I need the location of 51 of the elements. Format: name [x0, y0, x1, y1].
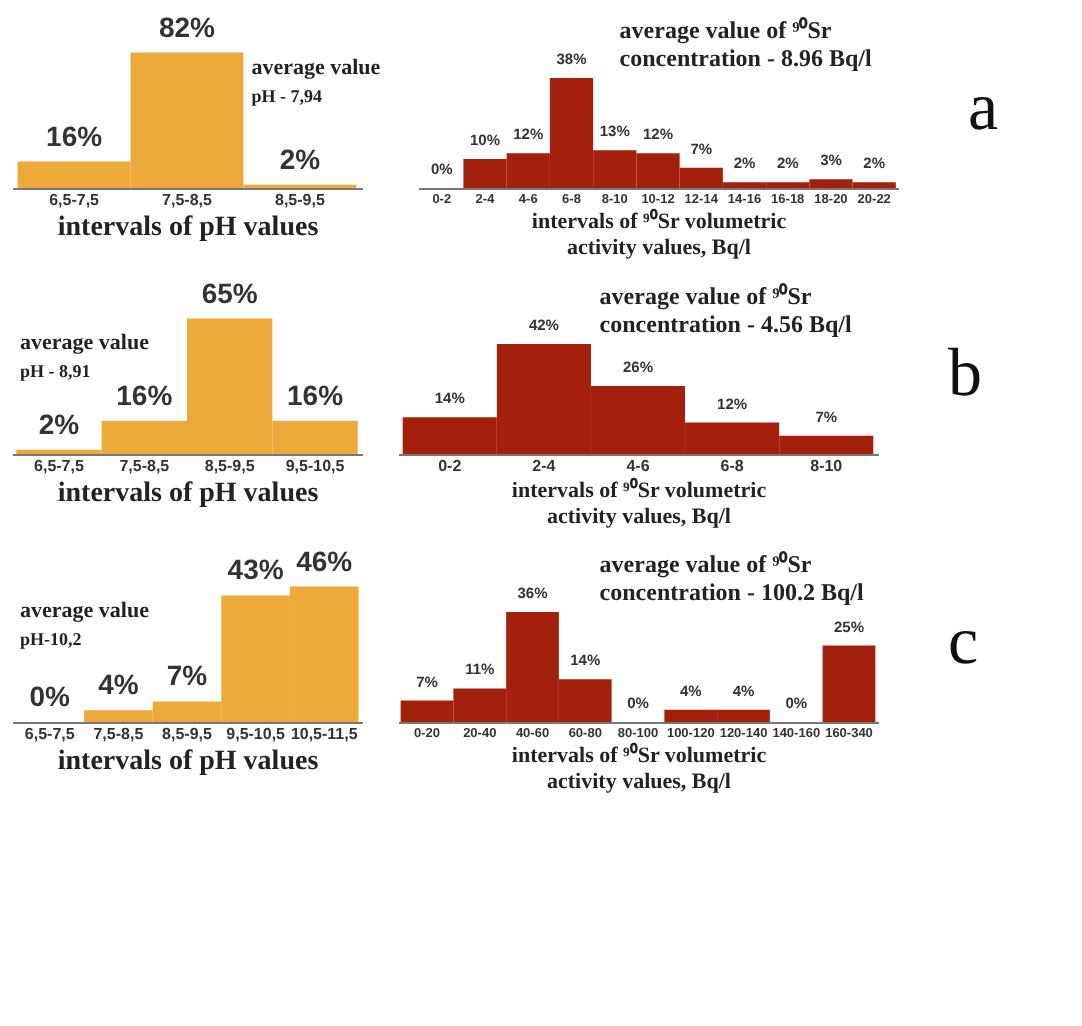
x-tick-label: 8-10 [810, 457, 844, 475]
x-tick-label: 6,5-7,5 [34, 457, 85, 475]
x-tick-label: 6,5-7,5 [24, 725, 76, 743]
x-tick-label: 8,5-9,5 [162, 725, 214, 743]
x-axis-title: intervals of ⁹⁰Sr volumetric activity values, Bq/l [531, 208, 787, 260]
x-tick-label: 8,5-9,5 [204, 457, 256, 475]
text: average value of ⁹⁰Sr [599, 550, 813, 578]
x-tick-label: 2-4 [532, 457, 557, 475]
x-axis-title: intervals of ⁹⁰Sr volumetric activity values, Bq/l [511, 477, 767, 529]
text: b [948, 336, 982, 411]
annotation: pH - 7,94 [251, 86, 323, 106]
text: concentration - 100.2 Bq/l [599, 578, 865, 606]
text: c [948, 604, 979, 679]
data-label: 16% [46, 119, 104, 152]
x-tick-label: 4-6 [626, 457, 651, 475]
text: concentration - 8.96 Bq/l [619, 44, 873, 72]
data-label: 7% [166, 659, 209, 692]
data-label: 16% [116, 378, 174, 411]
bar [822, 645, 876, 722]
x-tick-label: 6-8 [720, 457, 745, 475]
x-tick-label: 0-2 [438, 457, 463, 475]
x-axis-title: intervals of ⁹⁰Sr volumetric activity values, Bq/l [511, 742, 767, 794]
data-label: 4% [98, 668, 140, 701]
x-tick-label: 9,5-10,5 [285, 457, 346, 475]
annotation: pH - 8,91 [20, 360, 92, 381]
data-label: 43% [227, 553, 285, 586]
x-tick-label: 10,5-11,5 [290, 725, 359, 743]
x-tick-label: 7,5-8,5 [93, 725, 145, 743]
annotation: pH-10,2 [20, 628, 83, 649]
annotation: average value [251, 56, 381, 80]
data-label: 65% [201, 276, 259, 309]
data-label: 2% [38, 407, 81, 440]
data-label: 82% [158, 10, 217, 43]
annotation: average value [20, 330, 150, 355]
x-tick-label: 7,5-8,5 [119, 457, 171, 475]
x-axis-title: intervals of pH values [57, 213, 320, 243]
x-axis-title: intervals of pH values [57, 747, 320, 777]
data-label: 0% [29, 680, 72, 712]
text: average value of ⁹⁰Sr [619, 16, 833, 44]
data-label: 46% [296, 544, 354, 577]
text: a [968, 70, 999, 145]
x-tick-label: 7,5-8,5 [162, 191, 214, 209]
annotation: average value [20, 598, 150, 623]
x-axis-title: intervals of pH values [57, 479, 320, 509]
x-tick-label: 6,5-7,5 [49, 191, 101, 209]
text: average value of ⁹⁰Sr [599, 282, 813, 310]
data-label: 16% [287, 378, 345, 411]
text: concentration - 4.56 Bq/l [599, 310, 853, 338]
data-label: 2% [279, 142, 322, 175]
x-tick-label: 9,5-10,5 [226, 725, 287, 743]
x-tick-label: 8,5-9,5 [275, 191, 326, 209]
